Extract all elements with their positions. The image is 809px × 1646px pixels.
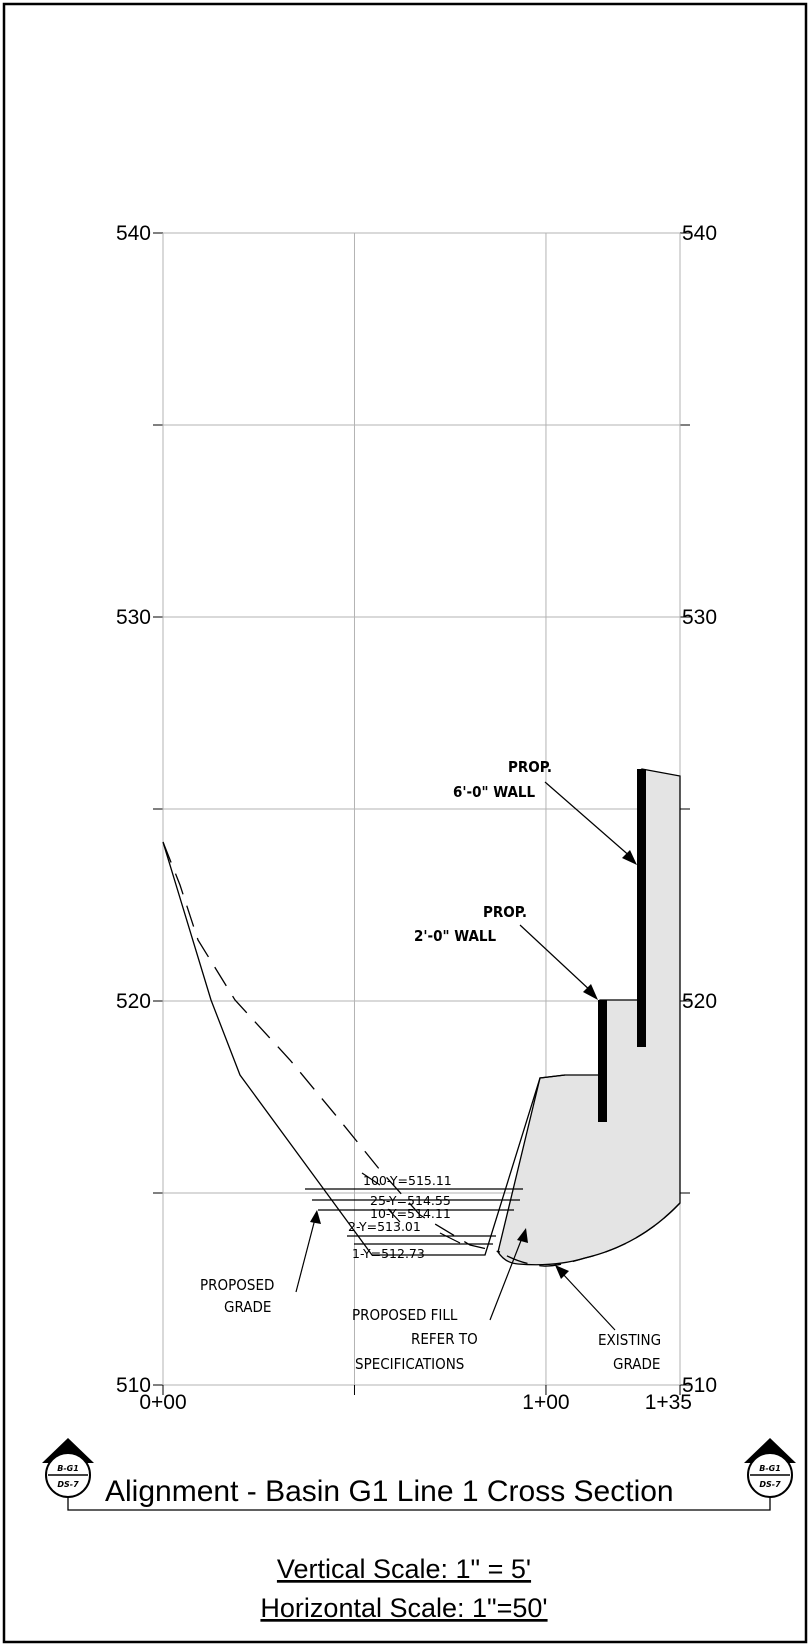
- y-tick-label-left: 530: [116, 606, 151, 629]
- callout-existing-line1: EXISTING: [598, 1331, 661, 1349]
- wse-10-label: 10-Y=514.11: [370, 1206, 451, 1221]
- y-tick-label-right: 510: [682, 1374, 717, 1397]
- callout-6ft-arrowhead: [622, 850, 637, 865]
- y-tick-label-right: 530: [682, 606, 717, 629]
- callout-fill-arrowhead: [517, 1228, 528, 1243]
- section-marker-left: B-G1 DS-7: [42, 1438, 94, 1498]
- marker-right-bottom: DS-7: [759, 1480, 781, 1489]
- x-tick-label: 1+35: [645, 1391, 692, 1414]
- marker-right-top: B-G1: [759, 1464, 781, 1473]
- existing-grade-left: [162, 841, 501, 1253]
- y-tick-label-left: 520: [116, 990, 151, 1013]
- wse-leader-2: [387, 1208, 401, 1223]
- grid: [153, 232, 690, 1395]
- horizontal-scale: Horizontal Scale: 1"=50': [260, 1593, 547, 1623]
- marker-left-bottom: DS-7: [57, 1480, 79, 1489]
- callout-existing-leader: [561, 1272, 616, 1331]
- callout-2ft-arrowhead: [583, 984, 598, 1000]
- x-tick-label: 1+00: [522, 1391, 569, 1414]
- callout-fill-leader: [489, 1237, 523, 1321]
- callout-existing-grade: EXISTING GRADE: [555, 1265, 661, 1373]
- wse-1-label: 1-Y=512.73: [352, 1246, 425, 1261]
- wse-100-label: 100-Y=515.11: [363, 1173, 452, 1188]
- existing-grade-line: [499, 1202, 681, 1267]
- wse-leader-3: [439, 1232, 461, 1244]
- proposed-grade-line: [162, 841, 566, 1256]
- callout-fill-line1: PROPOSED FILL: [352, 1306, 458, 1324]
- callout-grade-line2: GRADE: [224, 1298, 271, 1316]
- callout-grade-leader: [295, 1218, 316, 1293]
- callout-2ft-wall: PROP. 2'-0" WALL: [414, 903, 598, 1000]
- callout-proposed-grade: PROPOSED GRADE: [200, 1210, 321, 1316]
- section-title: Alignment - Basin G1 Line 1 Cross Sectio…: [105, 1475, 674, 1508]
- water-surface-lines: [305, 1188, 523, 1245]
- wse-2-label: 2-Y=513.01: [348, 1219, 421, 1234]
- wse-25-label: 25-Y=514.55: [370, 1193, 451, 1208]
- callout-fill-line2: REFER TO: [411, 1330, 478, 1348]
- callout-2ft-line1: PROP.: [483, 903, 527, 921]
- callout-2ft-leader: [519, 924, 594, 994]
- callout-6ft-line1: PROP.: [508, 758, 552, 776]
- callout-grade-arrowhead: [310, 1210, 321, 1224]
- callout-fill-line3: SPECIFICATIONS: [355, 1355, 464, 1373]
- wse-leader-1: [361, 1172, 381, 1186]
- y-tick-label-left: 540: [116, 222, 151, 245]
- callout-proposed-fill: PROPOSED FILL REFER TO SPECIFICATIONS: [352, 1228, 528, 1373]
- callout-6ft-line2: 6'-0" WALL: [453, 783, 535, 801]
- proposed-fill-area: [497, 768, 681, 1266]
- section-marker-right: B-G1 DS-7: [744, 1438, 796, 1498]
- title-bracket: [67, 1488, 771, 1511]
- wall-6ft: [637, 769, 646, 1047]
- callout-existing-line2: GRADE: [613, 1355, 660, 1373]
- callout-6ft-wall: PROP. 6'-0" WALL: [453, 758, 637, 865]
- callout-existing-arrowhead: [555, 1265, 569, 1279]
- vertical-scale: Vertical Scale: 1" = 5': [277, 1554, 531, 1584]
- water-level-labels: 100-Y=515.11 25-Y=514.55 10-Y=514.11 2-Y…: [348, 1173, 452, 1261]
- y-tick-label-right: 540: [682, 222, 717, 245]
- wall-2ft: [598, 1000, 607, 1122]
- marker-left-top: B-G1: [57, 1464, 79, 1473]
- section-title-block: Alignment - Basin G1 Line 1 Cross Sectio…: [42, 1438, 796, 1511]
- y-tick-label-right: 520: [682, 990, 717, 1013]
- x-tick-label: 0+00: [139, 1391, 186, 1414]
- callout-2ft-line2: 2'-0" WALL: [414, 927, 496, 945]
- y-tick-label-left: 510: [116, 1374, 151, 1397]
- callout-grade-line1: PROPOSED: [200, 1276, 274, 1294]
- callout-6ft-leader: [544, 781, 633, 859]
